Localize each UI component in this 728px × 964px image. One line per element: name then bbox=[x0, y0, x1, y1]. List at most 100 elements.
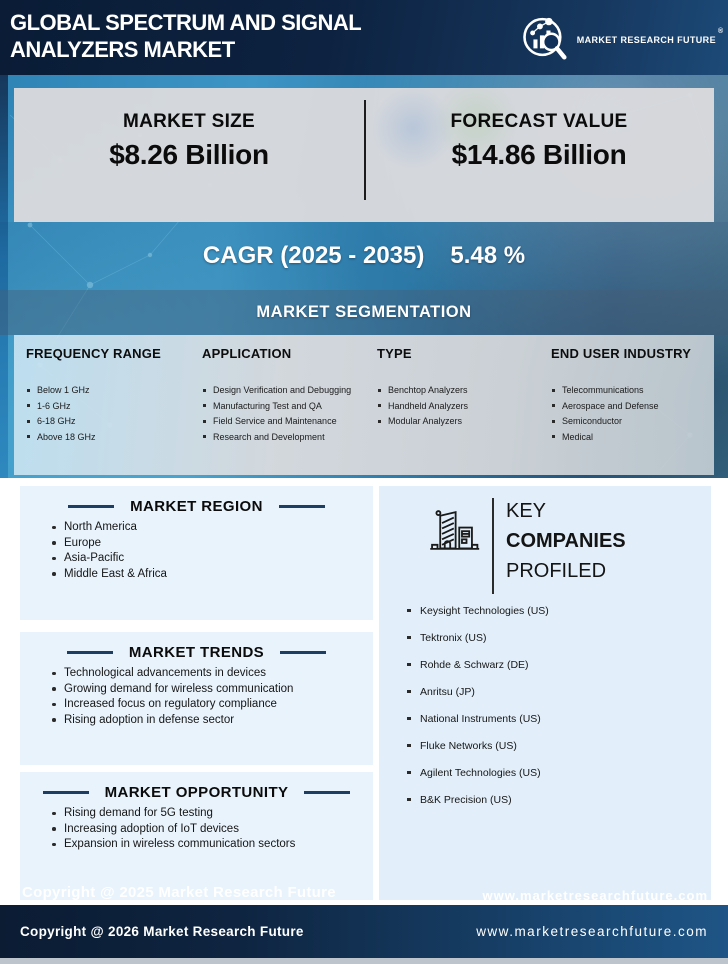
key-companies-title-line1: KEY bbox=[506, 500, 547, 522]
left-edge-accent bbox=[0, 75, 8, 478]
dash-decoration bbox=[66, 651, 113, 654]
list-item: Benchtop Analyzers bbox=[377, 385, 468, 401]
list-item: 6-18 GHz bbox=[26, 416, 96, 432]
list-item: Rising demand for 5G testing bbox=[52, 807, 373, 823]
segmentation-heading: TYPE bbox=[377, 346, 412, 361]
list-item: Agilent Technologies (US) bbox=[379, 766, 711, 793]
buildings-icon bbox=[423, 504, 481, 567]
segmentation-heading: FREQUENCY RANGE bbox=[26, 346, 161, 361]
dash-decoration bbox=[280, 651, 327, 654]
list-item: Growing demand for wireless communicatio… bbox=[52, 683, 373, 699]
panel-title-row: MARKET OPPORTUNITY bbox=[20, 784, 373, 801]
dash-decoration bbox=[304, 791, 351, 794]
ghost-copyright-text: Copyright @ 2025 Market Research Future bbox=[22, 884, 336, 901]
segmentation-list: Benchtop Analyzers Handheld Analyzers Mo… bbox=[377, 385, 468, 432]
magnifier-chart-icon bbox=[518, 11, 570, 68]
footer-website-link[interactable]: www.marketresearchfuture.com bbox=[476, 924, 708, 939]
segmentation-header-strip: MARKET SEGMENTATION bbox=[0, 290, 728, 335]
page-title: GLOBAL SPECTRUM AND SIGNAL ANALYZERS MAR… bbox=[10, 9, 362, 63]
key-companies-list: Keysight Technologies (US) Tektronix (US… bbox=[379, 604, 711, 820]
key-companies-title-line2: COMPANIES bbox=[506, 530, 626, 552]
list-item: Field Service and Maintenance bbox=[202, 416, 351, 432]
registered-mark: ® bbox=[718, 27, 724, 35]
market-opportunity-title: MARKET OPPORTUNITY bbox=[104, 784, 289, 801]
cagr-value: 5.48 % bbox=[450, 242, 526, 269]
panel-title-row: MARKET REGION bbox=[20, 498, 373, 515]
market-trends-title: MARKET TRENDS bbox=[128, 644, 265, 661]
list-item: Below 1 GHz bbox=[26, 385, 96, 401]
market-opportunity-panel: MARKET OPPORTUNITY Rising demand for 5G … bbox=[20, 772, 373, 900]
list-item: Increased focus on regulatory compliance bbox=[52, 698, 373, 714]
key-companies-header: KEY COMPANIES PROFILED bbox=[379, 498, 711, 594]
market-region-title: MARKET REGION bbox=[130, 498, 263, 515]
footer-bar: Copyright @ 2026 Market Research Future … bbox=[0, 905, 728, 958]
bottom-edge-strip bbox=[0, 958, 728, 964]
brand-name: MARKET RESEARCH FUTURE ® bbox=[576, 27, 724, 45]
segmentation-list: Telecommunications Aerospace and Defense… bbox=[551, 385, 659, 447]
footer-copyright: Copyright @ 2026 Market Research Future bbox=[20, 924, 304, 939]
list-item: Research and Development bbox=[202, 432, 351, 448]
header-bar: GLOBAL SPECTRUM AND SIGNAL ANALYZERS MAR… bbox=[0, 0, 728, 75]
market-size-block: MARKET SIZE $8.26 Billion bbox=[14, 88, 364, 222]
list-item: Technological advancements in devices bbox=[52, 667, 373, 683]
list-item: 1-6 GHz bbox=[26, 401, 96, 417]
forecast-value-value: $14.86 Billion bbox=[451, 139, 627, 170]
list-item: Expansion in wireless communication sect… bbox=[52, 838, 373, 854]
market-opportunity-list: Rising demand for 5G testing Increasing … bbox=[20, 807, 373, 854]
key-companies-title: KEY COMPANIES PROFILED bbox=[506, 496, 626, 586]
stats-divider bbox=[364, 100, 366, 200]
list-item: North America bbox=[52, 521, 373, 537]
list-item: B&K Precision (US) bbox=[379, 793, 711, 820]
forecast-value-label: FORECAST VALUE bbox=[450, 111, 628, 132]
page-title-line1: GLOBAL SPECTRUM AND SIGNAL bbox=[10, 10, 362, 35]
list-item: Modular Analyzers bbox=[377, 416, 468, 432]
list-item: National Instruments (US) bbox=[379, 712, 711, 739]
dash-decoration bbox=[278, 505, 325, 508]
stats-panel: MARKET SIZE $8.26 Billion FORECAST VALUE… bbox=[14, 88, 714, 222]
list-item: Fluke Networks (US) bbox=[379, 739, 711, 766]
hero-background: MARKET SIZE $8.26 Billion FORECAST VALUE… bbox=[0, 75, 728, 478]
segmentation-list: Design Verification and Debugging Manufa… bbox=[202, 385, 351, 447]
list-item: Above 18 GHz bbox=[26, 432, 96, 448]
dash-decoration bbox=[68, 505, 115, 508]
market-region-panel: MARKET REGION North America Europe Asia-… bbox=[20, 486, 373, 620]
list-item: Tektronix (US) bbox=[379, 631, 711, 658]
ghost-website-text: www.marketresearchfuture.com bbox=[482, 888, 708, 903]
panel-title-row: MARKET TRENDS bbox=[20, 644, 373, 661]
list-item: Design Verification and Debugging bbox=[202, 385, 351, 401]
market-size-label: MARKET SIZE bbox=[122, 111, 256, 132]
list-item: Rising adoption in defense sector bbox=[52, 714, 373, 730]
list-item: Telecommunications bbox=[551, 385, 659, 401]
list-item: Medical bbox=[551, 432, 659, 448]
list-item: Increasing adoption of IoT devices bbox=[52, 823, 373, 839]
segmentation-list: Below 1 GHz 1-6 GHz 6-18 GHz Above 18 GH… bbox=[26, 385, 96, 447]
brand-logo: MARKET RESEARCH FUTURE ® bbox=[518, 11, 724, 68]
list-item: Asia-Pacific bbox=[52, 552, 373, 568]
vertical-divider bbox=[492, 498, 494, 594]
list-item: Middle East & Africa bbox=[52, 568, 373, 584]
forecast-value-block: FORECAST VALUE $14.86 Billion bbox=[364, 88, 714, 222]
market-size-value: $8.26 Billion bbox=[109, 139, 269, 170]
cagr-label: CAGR (2025 - 2035) bbox=[202, 242, 425, 269]
list-item: Manufacturing Test and QA bbox=[202, 401, 351, 417]
key-companies-panel: KEY COMPANIES PROFILED Keysight Technolo… bbox=[379, 486, 711, 900]
list-item: Handheld Analyzers bbox=[377, 401, 468, 417]
list-item: Rohde & Schwarz (DE) bbox=[379, 658, 711, 685]
segmentation-column-frequency-range: FREQUENCY RANGE Below 1 GHz 1-6 GHz 6-18… bbox=[26, 335, 198, 475]
segmentation-heading: END USER INDUSTRY bbox=[551, 346, 692, 361]
list-item: Aerospace and Defense bbox=[551, 401, 659, 417]
segmentation-title: MARKET SEGMENTATION bbox=[256, 303, 472, 321]
key-companies-title-line3: PROFILED bbox=[506, 560, 607, 582]
segmentation-heading: APPLICATION bbox=[202, 346, 292, 361]
segmentation-column-application: APPLICATION Design Verification and Debu… bbox=[202, 335, 374, 475]
segmentation-column-end-user-industry: END USER INDUSTRY Telecommunications Aer… bbox=[551, 335, 709, 475]
market-trends-list: Technological advancements in devices Gr… bbox=[20, 667, 373, 729]
cagr-row: CAGR (2025 - 2035) 5.48 % bbox=[0, 222, 728, 290]
market-region-list: North America Europe Asia-Pacific Middle… bbox=[20, 521, 373, 583]
segmentation-panel: FREQUENCY RANGE Below 1 GHz 1-6 GHz 6-18… bbox=[14, 335, 714, 475]
list-item: Semiconductor bbox=[551, 416, 659, 432]
list-item: Anritsu (JP) bbox=[379, 685, 711, 712]
dash-decoration bbox=[42, 791, 89, 794]
list-item: Europe bbox=[52, 537, 373, 553]
list-item: Keysight Technologies (US) bbox=[379, 604, 711, 631]
